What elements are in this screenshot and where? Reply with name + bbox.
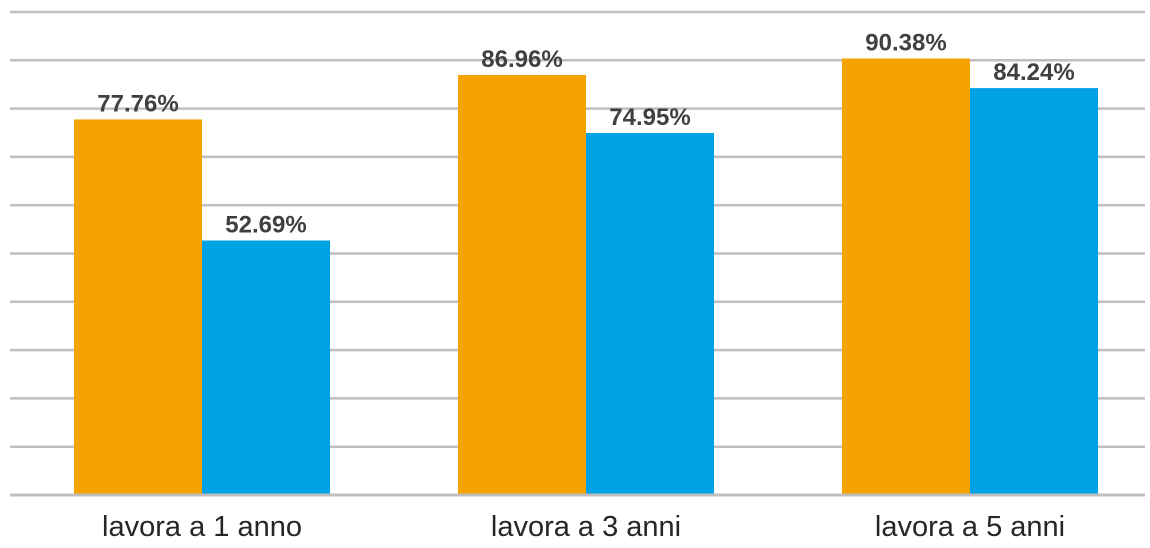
x-tick-labels: lavora a 1 anno lavora a 3 anni lavora a 5…: [102, 511, 1065, 543]
bar: [458, 74, 586, 495]
bar: [586, 132, 714, 495]
x-tick-label: lavora a 5 anni: [875, 511, 1065, 543]
bar-value-label: 74.95%: [609, 104, 690, 131]
bars: [74, 58, 1098, 496]
bar-value-label: 84.24%: [993, 59, 1074, 86]
x-tick-label: lavora a 1 anno: [102, 511, 302, 543]
bar-value-label: 86.96%: [481, 46, 562, 73]
bar: [74, 119, 202, 496]
data-labels: 77.76% 52.69% 86.96% 74.95% 90.38% 84.24%: [97, 29, 1074, 238]
bar: [842, 58, 970, 495]
bar-value-label: 77.76%: [97, 90, 178, 117]
bar-value-label: 90.38%: [865, 29, 946, 56]
bar: [202, 240, 330, 495]
bar-value-label: 52.69%: [225, 212, 306, 239]
x-tick-label: lavora a 3 anni: [491, 511, 681, 543]
bar: [970, 88, 1098, 496]
